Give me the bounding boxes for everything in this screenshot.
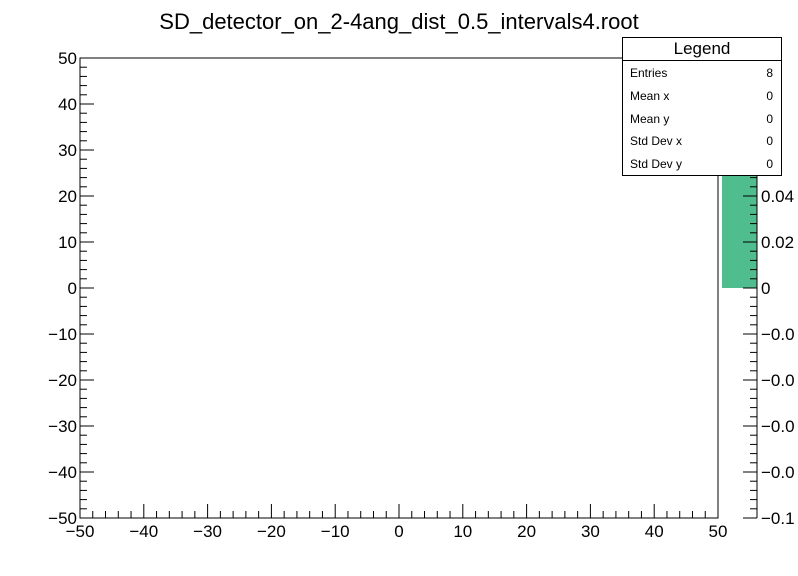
legend-row-mean-x: Mean x 0: [623, 84, 781, 107]
x-tick-label: 30: [581, 522, 600, 541]
y-tick-label: −20: [48, 371, 77, 390]
legend-row-entries: Entries 8: [623, 61, 781, 84]
y-tick-label: 10: [58, 233, 77, 252]
x-tick-label: 10: [453, 522, 472, 541]
legend-value: 0: [766, 134, 773, 149]
palette-tick-label: −0.0: [761, 417, 795, 436]
x-tick-label: −20: [257, 522, 286, 541]
palette-tick-label: −0.0: [761, 463, 795, 482]
y-axis: −50 −40 −30 −20 −10 0 10 20 30 40 50: [48, 49, 94, 528]
legend-value: 8: [766, 66, 773, 80]
x-tick-label: 40: [645, 522, 664, 541]
x-tick-label: −40: [129, 522, 158, 541]
legend-row-mean-y: Mean y 0: [623, 107, 781, 130]
legend-key: Mean x: [630, 88, 670, 103]
legend-title: Legend: [623, 38, 781, 61]
legend-value: 0: [766, 157, 773, 172]
y-tick-label: 40: [58, 95, 77, 114]
legend-key: Std Dev x: [630, 134, 683, 149]
legend-value: 0: [766, 111, 773, 126]
palette-tick-label: 0.02: [761, 233, 794, 252]
x-tick-label: −10: [321, 522, 350, 541]
x-tick-label: −50: [66, 522, 95, 541]
x-axis: −50 −40 −30 −20 −10 0 10 20 30 40 50: [66, 504, 728, 541]
palette-tick-label: 0: [761, 279, 770, 298]
legend-value: 0: [766, 88, 773, 103]
y-tick-label: 50: [58, 49, 77, 68]
x-tick-label: 50: [709, 522, 728, 541]
legend-key: Mean y: [630, 111, 670, 126]
y-tick-label: −30: [48, 417, 77, 436]
y-tick-label: 30: [58, 141, 77, 160]
y-tick-label: 20: [58, 187, 77, 206]
y-tick-label: −50: [48, 509, 77, 528]
legend-row-std-dev-x: Std Dev x 0: [623, 129, 781, 152]
y-tick-label: 0: [68, 279, 77, 298]
palette-tick-label: −0.0: [761, 325, 795, 344]
chart-title: SD_detector_on_2-4ang_dist_0.5_intervals…: [159, 9, 638, 34]
legend-key: Entries: [630, 66, 668, 80]
y-tick-label: −10: [48, 325, 77, 344]
y-tick-label: −40: [48, 463, 77, 482]
palette-tick-label: 0.04: [761, 187, 794, 206]
x-tick-label: 20: [517, 522, 536, 541]
legend-key: Std Dev y: [630, 157, 683, 172]
palette-color-bar: [722, 173, 757, 288]
palette-tick-label: −0.0: [761, 371, 795, 390]
palette-tick-label: −0.1: [761, 509, 795, 528]
legend-row-std-dev-y: Std Dev y 0: [623, 152, 781, 175]
x-tick-label: 0: [394, 522, 403, 541]
stats-legend-box: Legend Entries 8 Mean x 0 Mean y 0 Std D…: [622, 37, 782, 176]
x-tick-label: −30: [193, 522, 222, 541]
